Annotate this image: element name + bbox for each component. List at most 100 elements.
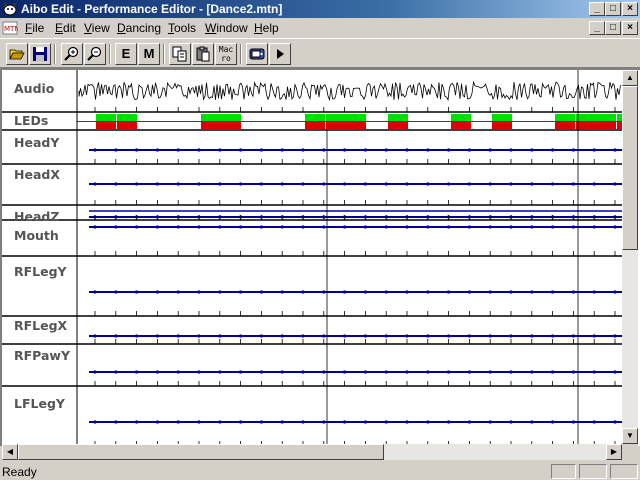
- led-on-block: [96, 114, 116, 121]
- keyframe-point: [239, 148, 243, 152]
- keyframe-point: [405, 370, 409, 374]
- keyframe-point: [467, 148, 471, 152]
- zoom-out-button[interactable]: [84, 43, 106, 65]
- mdi-minimize-button[interactable]: _: [589, 21, 605, 35]
- keyframe-point: [363, 182, 367, 186]
- mdi-restore-button[interactable]: □: [605, 21, 621, 35]
- scroll-right-button[interactable]: ▶: [606, 444, 622, 460]
- keyframe-point: [592, 182, 596, 186]
- track-label-headx[interactable]: HeadX: [14, 167, 60, 182]
- paste-button[interactable]: [192, 43, 214, 65]
- keyframe-point: [467, 370, 471, 374]
- keyframe-point: [488, 290, 492, 294]
- keyframe-point: [259, 334, 263, 338]
- keyframe-point: [218, 148, 222, 152]
- menu-accelerator: D: [117, 21, 126, 35]
- zoom-in-button[interactable]: [61, 43, 83, 65]
- save-button[interactable]: [29, 43, 51, 65]
- keyframe-point: [239, 182, 243, 186]
- menu-window[interactable]: Window: [205, 21, 248, 35]
- keyframe-point: [363, 148, 367, 152]
- menu-edit[interactable]: Edit: [55, 21, 76, 35]
- maximize-button[interactable]: □: [605, 2, 621, 16]
- keyframe-point: [239, 225, 243, 229]
- keyframe-point: [530, 290, 534, 294]
- menu-help[interactable]: Help: [254, 21, 279, 35]
- minimize-button[interactable]: _: [589, 2, 605, 16]
- keyframe-point: [384, 370, 388, 374]
- vertical-scroll-thumb[interactable]: [622, 86, 638, 250]
- timeline-canvas[interactable]: [2, 70, 622, 446]
- horizontal-scroll-thumb[interactable]: [18, 444, 384, 460]
- keyframe-point: [613, 290, 617, 294]
- document-icon[interactable]: MTN: [2, 20, 18, 36]
- aibo-app-icon[interactable]: [2, 1, 18, 17]
- m-button[interactable]: M: [138, 43, 160, 65]
- track-label-leds[interactable]: LEDs: [14, 113, 49, 128]
- track-label-rflegy[interactable]: RFLegY: [14, 264, 67, 279]
- menu-accelerator: H: [254, 21, 263, 35]
- keyframe-point: [176, 290, 180, 294]
- horizontal-scrollbar[interactable]: ◀ ▶: [2, 444, 622, 460]
- track-label-audio[interactable]: Audio: [14, 81, 55, 96]
- keyframe-point: [571, 290, 576, 294]
- keyframe-point: [447, 334, 451, 338]
- keyframe-point: [197, 420, 201, 424]
- keyframe-point: [155, 290, 159, 294]
- keyframe-point: [197, 182, 201, 186]
- keyframe-point: [93, 182, 97, 186]
- keyframe-point: [176, 182, 180, 186]
- keyframe-point: [280, 182, 284, 186]
- keyframe-point: [93, 225, 97, 229]
- track-label-mouth[interactable]: Mouth: [14, 228, 59, 243]
- status-bar: Ready: [0, 462, 640, 480]
- keyframe-point: [363, 420, 367, 424]
- led-off-block: [305, 122, 325, 129]
- keyframe-point: [239, 334, 243, 338]
- vertical-scrollbar[interactable]: ▲ ▼: [622, 70, 638, 444]
- scroll-up-button[interactable]: ▲: [622, 70, 638, 86]
- menu-accelerator: V: [84, 21, 92, 35]
- keyframe-point: [592, 148, 596, 152]
- track-label-rflegx[interactable]: RFLegX: [14, 318, 68, 333]
- menu-dancing[interactable]: Dancing: [117, 21, 161, 35]
- macro-button[interactable]: Mac ro: [215, 43, 237, 65]
- keyframe-point: [259, 182, 263, 186]
- keyframe-point: [467, 334, 471, 338]
- track-label-lflegy[interactable]: LFLegY: [14, 396, 65, 411]
- mdi-close-button[interactable]: ×: [622, 21, 638, 35]
- menu-file[interactable]: File: [25, 21, 44, 35]
- keyframe-point: [384, 334, 388, 338]
- play-button[interactable]: [269, 43, 291, 65]
- keyframe-point: [239, 370, 243, 374]
- keyframe-point: [301, 420, 305, 424]
- e-button[interactable]: E: [115, 43, 137, 65]
- keyframe-point: [176, 370, 180, 374]
- menu-tools[interactable]: Tools: [168, 21, 196, 35]
- keyframe-point: [155, 182, 159, 186]
- track-label-rfpawy[interactable]: RFPawY: [14, 348, 71, 363]
- keyframe-point: [530, 420, 534, 424]
- scroll-down-button[interactable]: ▼: [622, 428, 638, 444]
- menu-bar: MTN File Edit View Dancing Tools Window Help: [0, 19, 640, 37]
- menu-label-rest: ools: [174, 21, 197, 35]
- menu-accelerator: W: [205, 21, 217, 35]
- open-button[interactable]: [6, 43, 28, 65]
- menu-view[interactable]: View: [84, 21, 110, 35]
- track-label-headz[interactable]: HeadZ: [14, 209, 60, 224]
- play-icon: [277, 49, 284, 59]
- track-label-heady[interactable]: HeadY: [14, 135, 60, 150]
- aibo-button[interactable]: [246, 43, 268, 65]
- keyframe-point: [155, 148, 159, 152]
- timeline-editor[interactable]: Audio LEDs HeadY HeadX HeadZ Mouth RFLegY RFLeg…: [0, 68, 640, 446]
- status-panel-1: [551, 464, 576, 479]
- close-button[interactable]: ×: [622, 2, 638, 16]
- copy-button[interactable]: [169, 43, 191, 65]
- keyframe-point: [488, 370, 492, 374]
- keyframe-point: [405, 420, 409, 424]
- keyframe-point: [613, 225, 617, 229]
- keyframe-point: [155, 420, 159, 424]
- scroll-left-button[interactable]: ◀: [2, 444, 18, 460]
- keyframe-point: [259, 420, 263, 424]
- keyframe-point: [280, 225, 284, 229]
